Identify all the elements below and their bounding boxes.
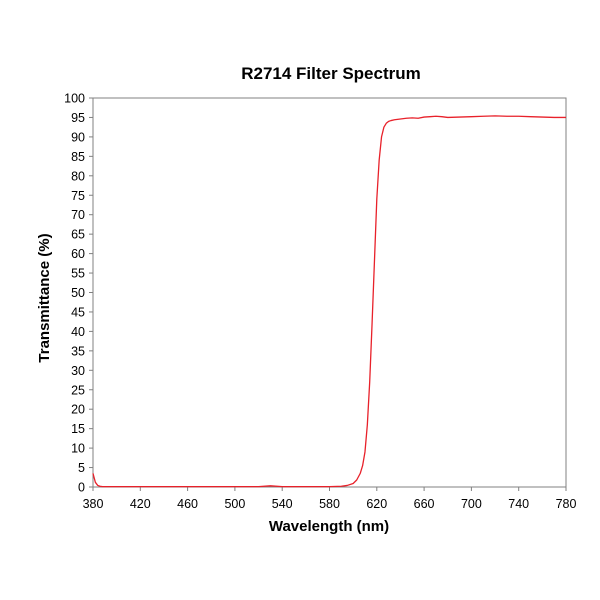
y-tick-label: 85: [71, 150, 85, 164]
y-tick-label: 75: [71, 189, 85, 203]
y-tick-label: 0: [78, 481, 85, 495]
x-tick-label: 500: [224, 497, 245, 511]
y-tick-label: 10: [71, 442, 85, 456]
chart-title: R2714 Filter Spectrum: [241, 64, 421, 83]
x-tick-label: 540: [272, 497, 293, 511]
y-tick-label: 5: [78, 461, 85, 475]
y-tick-label: 80: [71, 169, 85, 183]
x-axis-title: Wavelength (nm): [269, 518, 389, 535]
y-tick-label: 35: [71, 344, 85, 358]
y-tick-label: 90: [71, 130, 85, 144]
x-tick-label: 460: [177, 497, 198, 511]
y-tick-label: 65: [71, 228, 85, 242]
y-tick-label: 50: [71, 286, 85, 300]
x-tick-label: 660: [414, 497, 435, 511]
x-tick-label: 620: [366, 497, 387, 511]
x-tick-label: 420: [130, 497, 151, 511]
y-tick-label: 30: [71, 364, 85, 378]
y-tick-label: 100: [64, 92, 85, 106]
y-tick-label: 60: [71, 247, 85, 261]
x-tick-label: 780: [556, 497, 577, 511]
y-tick-label: 95: [71, 111, 85, 125]
y-tick-label: 20: [71, 403, 85, 417]
x-tick-label: 700: [461, 497, 482, 511]
plot-frame: [92, 97, 567, 488]
y-tick-label: 55: [71, 267, 85, 281]
x-tick-label: 580: [319, 497, 340, 511]
y-tick-label: 45: [71, 305, 85, 319]
plot-area: 380 420 460 500 540 580 620 660 700 740 780 0 5 10 15 2…: [64, 92, 576, 512]
y-tick-label: 40: [71, 325, 85, 339]
transmittance-series-line: [92, 115, 566, 488]
y-tick-label: 15: [71, 422, 85, 436]
x-tick-label: 380: [83, 497, 104, 511]
y-axis-title: Transmittance (%): [36, 233, 53, 362]
x-tick-label: 740: [508, 497, 529, 511]
y-tick-label: 70: [71, 208, 85, 222]
y-tick-label: 25: [71, 383, 85, 397]
